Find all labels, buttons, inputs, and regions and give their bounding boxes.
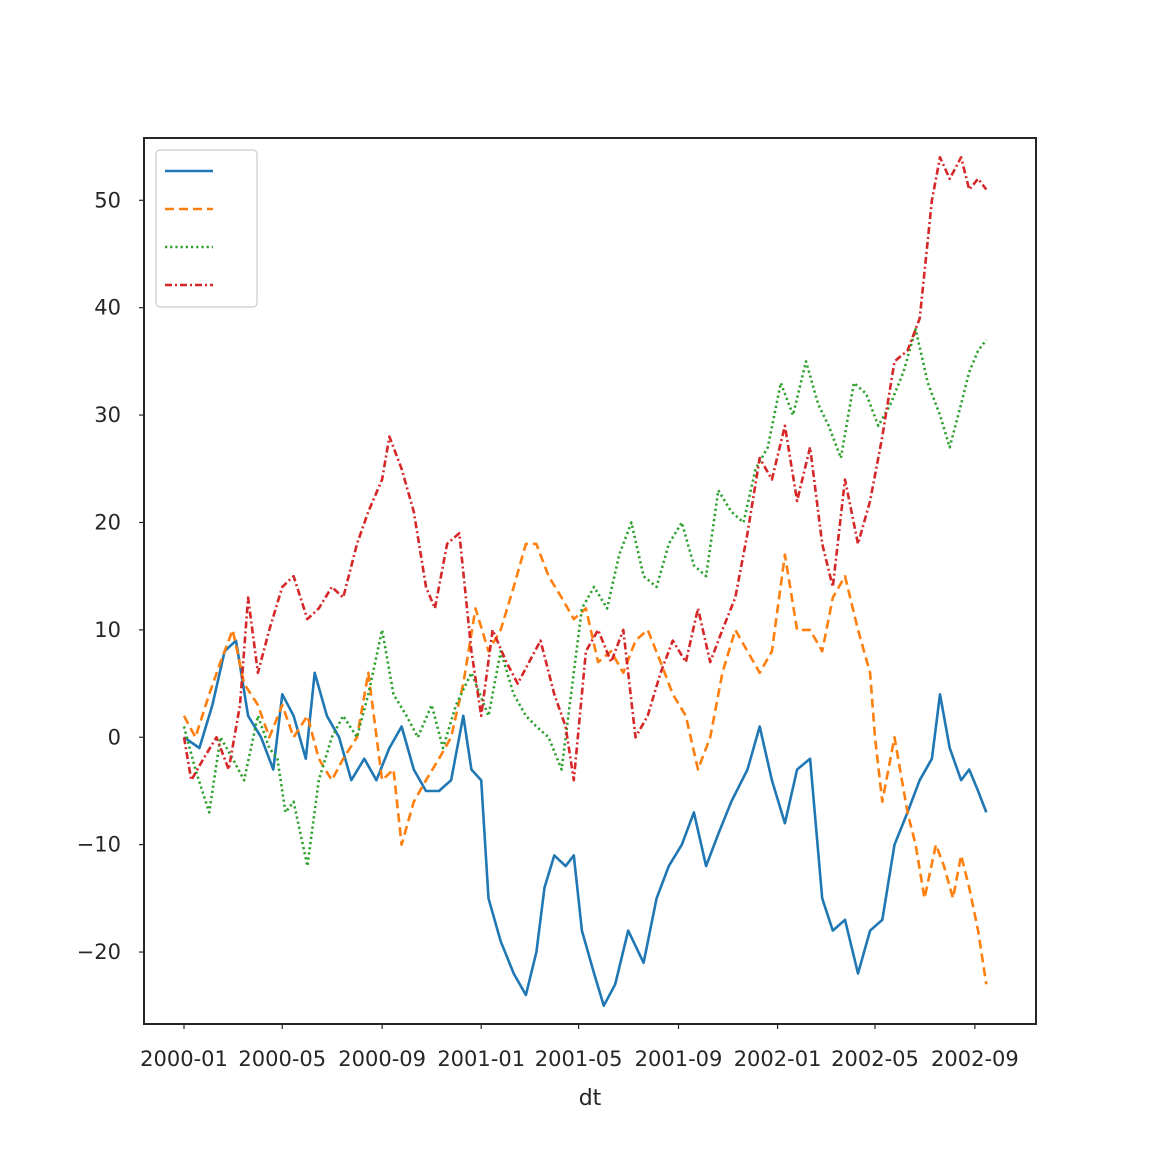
x-tick-label: 2002-01 <box>734 1047 822 1071</box>
legend-box <box>155 149 258 308</box>
x-tick-label: 2000-01 <box>140 1047 228 1071</box>
x-tick-label: 2000-05 <box>238 1047 326 1071</box>
legend <box>155 149 258 308</box>
y-tick-label: 40 <box>94 296 121 320</box>
y-tick-label: 50 <box>94 188 121 212</box>
y-tick-label: 20 <box>94 510 121 534</box>
x-tick-label: 2002-05 <box>831 1047 919 1071</box>
plot-background <box>144 138 1036 1024</box>
series-layer <box>182 156 988 1007</box>
y-tick-label: 30 <box>94 403 121 427</box>
y-axis: −20 −10 0 10 20 30 40 50 <box>77 188 144 964</box>
series-line-2 <box>182 542 988 985</box>
y-tick-label: −20 <box>77 940 121 964</box>
x-tick-label: 2001-09 <box>635 1047 723 1071</box>
plot-frame <box>143 137 1037 1025</box>
y-tick-label: 10 <box>94 618 121 642</box>
y-tick-label: −10 <box>77 833 121 857</box>
x-axis: 2000-01 2000-05 2000-09 2001-01 2001-05 2001-… <box>140 1024 1019 1071</box>
x-tick-label: 2001-01 <box>437 1047 525 1071</box>
series-line-1 <box>183 639 988 1007</box>
x-axis-label: dt <box>579 1086 602 1111</box>
y-tick-label: 0 <box>108 725 121 749</box>
x-tick-label: 2000-09 <box>338 1047 426 1071</box>
x-tick-label: 2001-05 <box>535 1047 623 1071</box>
series-line-3 <box>182 327 988 868</box>
x-tick-label: 2002-09 <box>931 1047 1019 1071</box>
